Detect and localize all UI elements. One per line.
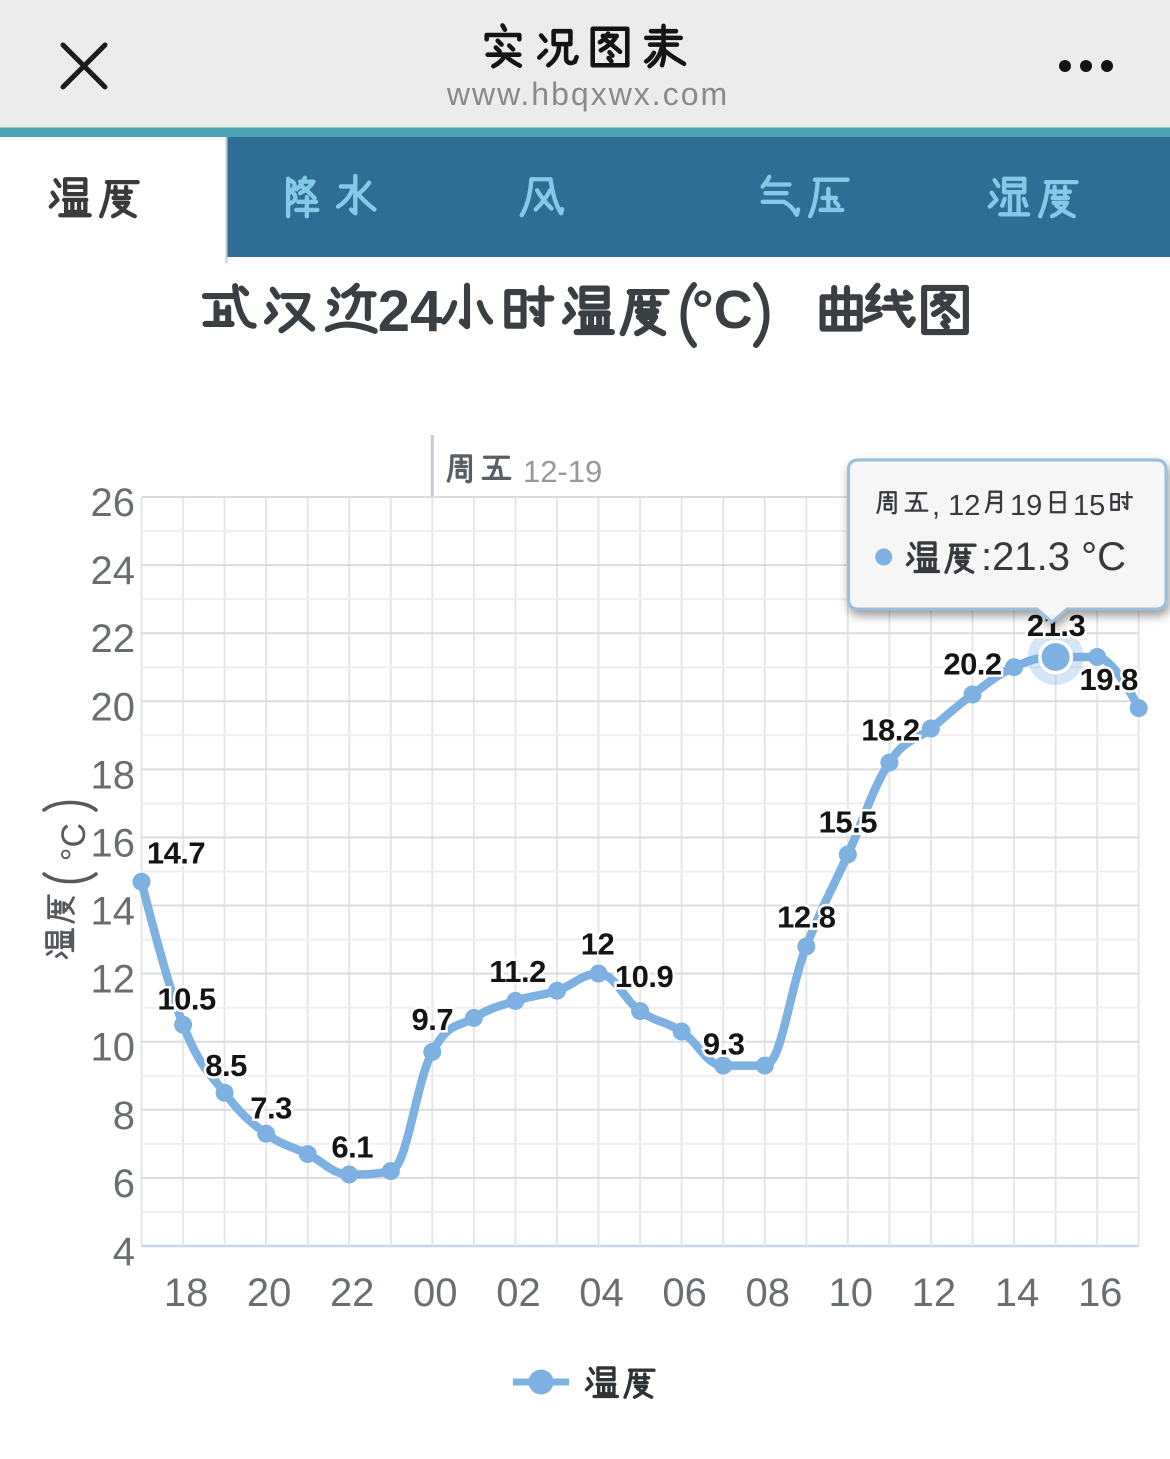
svg-text:10: 10	[829, 1271, 874, 1315]
svg-text:02: 02	[496, 1271, 541, 1315]
svg-text:6.1: 6.1	[331, 1130, 373, 1165]
svg-text:24: 24	[378, 279, 443, 344]
svg-text:18.2: 18.2	[861, 713, 919, 748]
svg-text:11.2: 11.2	[489, 954, 546, 989]
svg-text:19.8: 19.8	[1080, 662, 1139, 697]
svg-text:16: 16	[1078, 1271, 1123, 1315]
svg-text:16: 16	[91, 822, 136, 866]
svg-text:06: 06	[662, 1271, 707, 1315]
svg-text:9.3: 9.3	[703, 1027, 745, 1062]
svg-text:12: 12	[912, 1271, 957, 1315]
svg-text:8: 8	[113, 1094, 135, 1138]
svg-text:14: 14	[91, 890, 136, 934]
svg-text:22: 22	[91, 617, 136, 661]
svg-text:°C: °C	[55, 823, 93, 861]
svg-text:12.8: 12.8	[777, 899, 836, 934]
svg-text:7.3: 7.3	[250, 1091, 292, 1126]
svg-text:15.5: 15.5	[819, 805, 878, 840]
svg-text:12: 12	[581, 927, 614, 962]
svg-text::21.3 °C: :21.3 °C	[981, 535, 1126, 579]
svg-text:10.9: 10.9	[615, 959, 674, 994]
svg-text:, 12: , 12	[932, 490, 980, 522]
svg-text:20: 20	[91, 685, 136, 729]
svg-text:4: 4	[113, 1230, 135, 1274]
svg-text:8.5: 8.5	[205, 1048, 247, 1083]
svg-text:12-19: 12-19	[523, 454, 602, 489]
svg-text:6: 6	[113, 1162, 135, 1206]
svg-text:24: 24	[91, 549, 136, 593]
svg-text:26: 26	[91, 481, 136, 525]
svg-text:04: 04	[579, 1271, 624, 1315]
svg-text:9.7: 9.7	[411, 1002, 453, 1037]
svg-text:22: 22	[330, 1271, 375, 1315]
svg-text:18: 18	[91, 753, 136, 797]
svg-text:18: 18	[164, 1271, 209, 1315]
svg-text:08: 08	[746, 1271, 791, 1315]
svg-text:20: 20	[247, 1271, 292, 1315]
svg-text:°C: °C	[692, 280, 753, 340]
svg-text:19: 19	[1010, 490, 1042, 522]
svg-text:10: 10	[91, 1026, 136, 1070]
svg-text:10.5: 10.5	[157, 982, 216, 1017]
svg-text:20.2: 20.2	[943, 647, 1001, 682]
svg-text:14.7: 14.7	[147, 836, 205, 871]
svg-text:14: 14	[995, 1271, 1040, 1315]
svg-text:15: 15	[1073, 490, 1105, 522]
svg-text:www.hbqxwx.com: www.hbqxwx.com	[446, 76, 729, 112]
svg-text:12: 12	[91, 958, 136, 1002]
svg-text:00: 00	[413, 1271, 458, 1315]
